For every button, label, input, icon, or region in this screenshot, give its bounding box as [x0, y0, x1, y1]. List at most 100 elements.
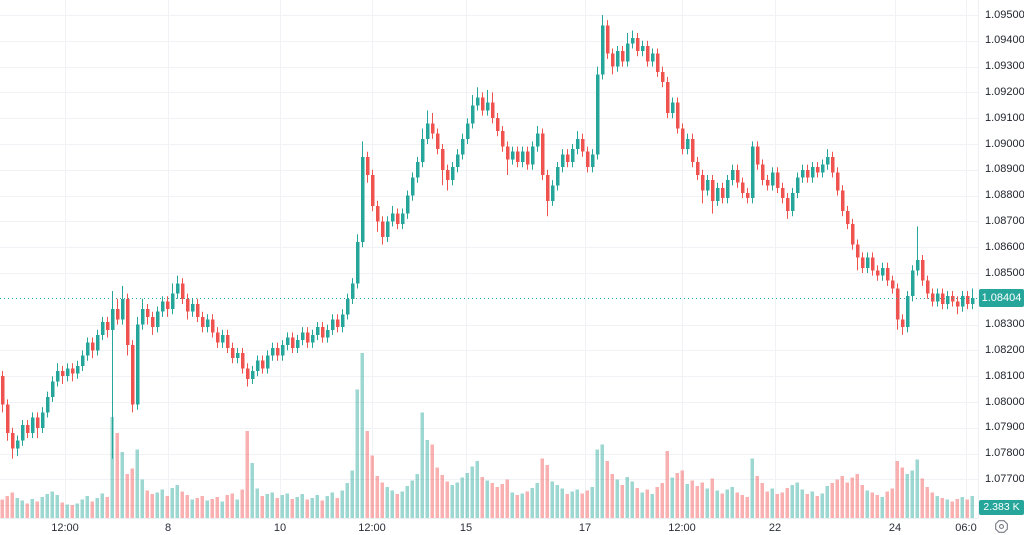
volume-bar: [215, 496, 219, 518]
volume-bar: [520, 493, 524, 518]
candle-body: [890, 280, 895, 289]
time-axis[interactable]: 12:00 8 10 12:00 15 17 12:00 22 24 06:0: [0, 518, 978, 535]
candle-body: [830, 156, 835, 173]
volume-bar: [265, 494, 269, 518]
volume-bar: [685, 484, 689, 518]
candle-body: [465, 123, 470, 139]
candle-body: [475, 97, 480, 106]
candle-body: [935, 293, 940, 302]
candle-body: [545, 174, 550, 201]
candle-body: [445, 169, 450, 181]
candle-body: [85, 342, 90, 356]
volume-bar: [190, 499, 194, 518]
volume-bar: [295, 496, 299, 518]
volume-bar: [225, 495, 229, 518]
candle-body: [815, 167, 820, 173]
candle-body: [230, 347, 235, 359]
volume-bar: [405, 485, 409, 518]
candle-body: [225, 334, 230, 348]
volume-bar: [220, 501, 224, 518]
candle-body: [320, 327, 325, 338]
volume-bar: [890, 488, 894, 518]
volume-bar: [450, 485, 454, 518]
volume-bar: [745, 496, 749, 518]
volume-bar: [655, 486, 659, 518]
candle-body: [260, 360, 265, 369]
time-tick-label: 12:00: [668, 522, 696, 534]
volume-bar: [660, 483, 664, 518]
volume-bar: [945, 499, 949, 518]
candle-body: [785, 198, 790, 212]
volume-bar: [100, 493, 104, 518]
volume-bar: [850, 477, 854, 518]
candle-body: [295, 340, 300, 348]
volume-bar: [25, 503, 29, 518]
candle-body: [910, 270, 915, 297]
candle-body: [135, 324, 140, 405]
volume-bar: [555, 485, 559, 518]
candle-body: [615, 51, 620, 67]
volume-bar: [810, 491, 814, 518]
candle-body: [595, 74, 600, 155]
candle-body: [665, 82, 670, 114]
volume-bar: [170, 487, 174, 518]
volume-bar: [865, 490, 869, 518]
time-tick-label: 24: [888, 522, 902, 534]
candle-body: [970, 297, 975, 304]
price-axis[interactable]: 1.09500 1.09400 1.09300 1.09200 1.09100 1.090…: [978, 0, 1024, 518]
volume-bar: [900, 467, 904, 518]
candle-body: [50, 381, 55, 397]
candle-body: [380, 221, 385, 237]
candle-body: [505, 146, 510, 160]
candle-body: [45, 396, 50, 413]
candle-body: [335, 319, 340, 328]
volume-bar: [260, 496, 264, 518]
candle-body: [490, 102, 495, 119]
volume-bar: [250, 463, 254, 518]
candle-body: [340, 314, 345, 328]
volume-bar: [630, 481, 634, 518]
time-tick-label: 12:00: [358, 522, 386, 534]
candle-body: [495, 118, 500, 132]
volume-bar: [280, 495, 284, 518]
volume-bar: [740, 495, 744, 518]
candle-body: [190, 303, 195, 312]
volume-badge: 2.383 K: [979, 500, 1024, 515]
volume-bar: [820, 493, 824, 518]
candle-body: [485, 102, 490, 111]
candle-body: [480, 97, 485, 111]
candle-body: [740, 182, 745, 194]
candle-body: [500, 131, 505, 147]
candle-body: [265, 355, 270, 369]
settings-icon[interactable]: [994, 519, 1009, 534]
candle-body: [550, 185, 555, 201]
volume-bar: [840, 475, 844, 518]
candle-body: [400, 213, 405, 224]
volume-bar: [480, 476, 484, 518]
candle-body: [405, 195, 410, 214]
candle-body: [955, 301, 960, 307]
volume-bar: [15, 497, 19, 518]
candle-body: [75, 365, 80, 374]
candle-body: [730, 169, 735, 181]
volume-bar: [625, 476, 629, 518]
candle-body: [515, 151, 520, 163]
candle-body: [370, 174, 375, 206]
candle-body: [40, 412, 45, 428]
candle-body: [395, 213, 400, 224]
volume-bar: [495, 486, 499, 518]
volume-bar: [875, 495, 879, 518]
volume-bar: [330, 492, 334, 518]
volume-bar: [515, 495, 519, 518]
volume-bar: [325, 496, 329, 518]
volume-bar: [610, 474, 614, 518]
candle-body: [900, 319, 905, 328]
candle-body: [575, 138, 580, 150]
candle-body: [55, 371, 60, 382]
candle-body: [275, 347, 280, 356]
candle-body: [535, 133, 540, 147]
candle-body: [205, 319, 210, 328]
volume-bar: [770, 488, 774, 518]
